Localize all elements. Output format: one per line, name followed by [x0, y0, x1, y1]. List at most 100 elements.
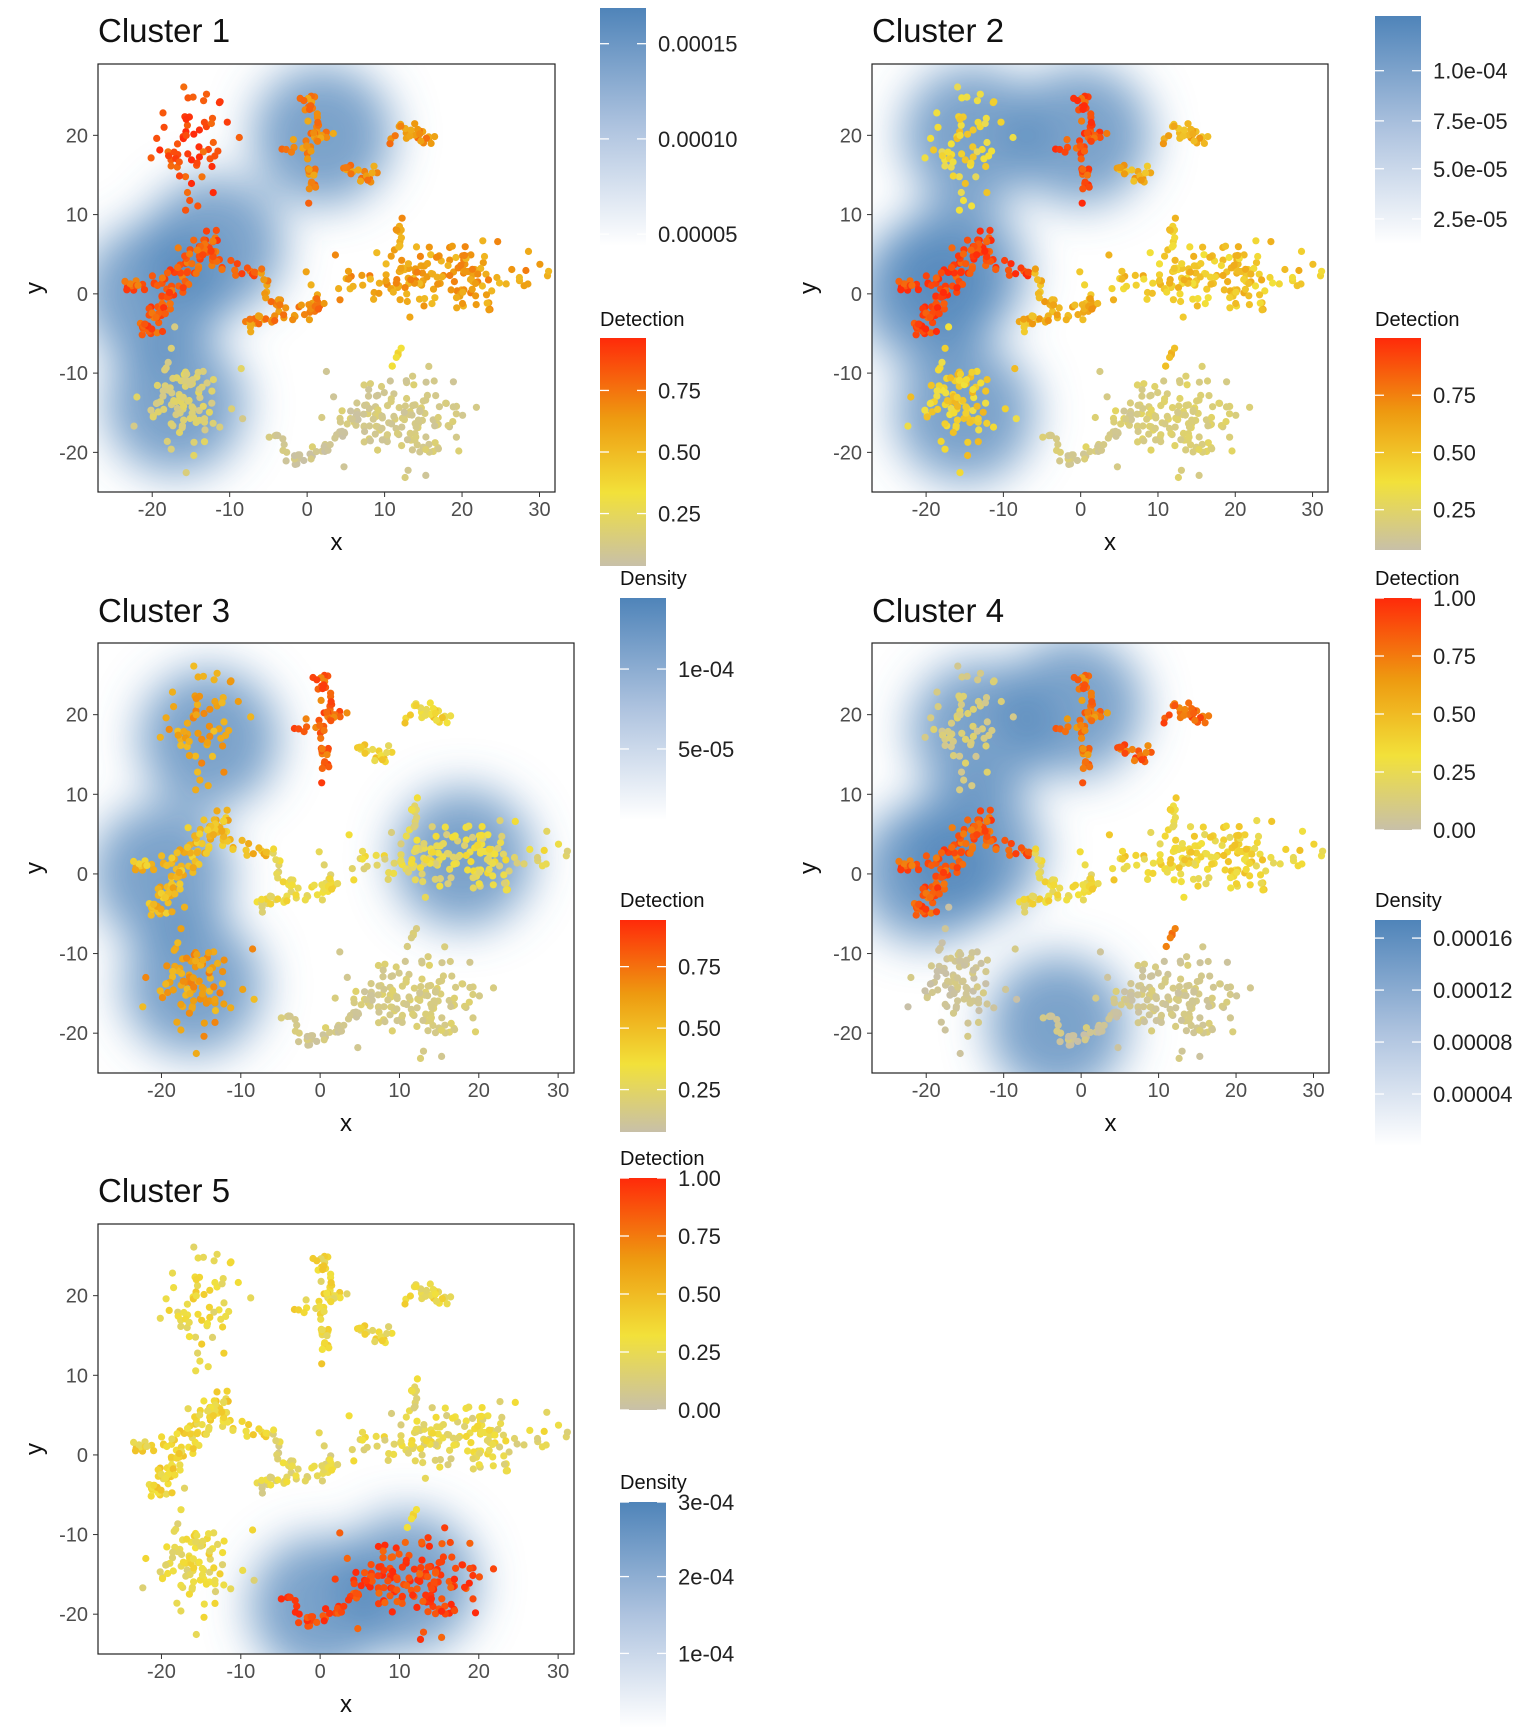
scatter-point — [1156, 856, 1164, 865]
scatter-point — [175, 1449, 183, 1458]
scatter-point — [524, 247, 533, 255]
scatter-point — [169, 967, 177, 975]
scatter-point — [175, 868, 183, 877]
scatter-point — [195, 153, 203, 161]
scatter-point — [205, 408, 213, 416]
legend-label: 0.25 — [1433, 498, 1476, 523]
scatter-point — [183, 954, 191, 962]
scatter-point — [185, 737, 193, 746]
scatter-point — [366, 380, 374, 388]
scatter-point — [1190, 137, 1198, 145]
scatter-point — [1183, 982, 1191, 990]
scatter-point — [1232, 299, 1240, 308]
scatter-point — [1001, 256, 1009, 265]
legend-label: 2e-04 — [678, 1565, 734, 1590]
scatter-point — [200, 1600, 208, 1608]
scatter-point — [461, 1002, 469, 1010]
scatter-point — [988, 147, 996, 155]
scatter-point — [1056, 884, 1064, 892]
scatter-point — [1139, 422, 1147, 430]
scatter-point — [328, 885, 336, 893]
scatter-point — [1204, 957, 1212, 966]
scatter-point — [395, 969, 403, 977]
scatter-point — [494, 1425, 502, 1434]
scatter-point — [1166, 226, 1174, 234]
scatter-point — [448, 1553, 456, 1561]
scatter-point — [272, 856, 280, 864]
scatter-point — [1191, 716, 1199, 724]
scatter-point — [923, 994, 931, 1002]
scatter-point — [489, 1462, 497, 1470]
scatter-point — [1199, 823, 1207, 831]
scatter-point — [142, 1554, 150, 1563]
scatter-point — [323, 708, 331, 716]
scatter-point — [195, 1441, 203, 1449]
scatter-point — [1055, 304, 1063, 312]
scatter-point — [354, 1625, 362, 1633]
scatter-point — [416, 996, 424, 1005]
scatter-point — [190, 1578, 198, 1586]
scatter-point — [479, 259, 487, 267]
scatter-point — [204, 782, 212, 790]
scatter-point — [1078, 199, 1086, 207]
scatter-point — [410, 984, 418, 992]
scatter-point — [472, 301, 480, 309]
scatter-point — [348, 865, 356, 873]
scatter-point — [358, 847, 367, 855]
scatter-point — [418, 957, 426, 965]
scatter-point — [956, 131, 964, 139]
scatter-point — [1130, 177, 1138, 185]
scatter-point — [211, 1599, 219, 1607]
scatter-point — [953, 402, 962, 410]
scatter-point — [367, 1561, 375, 1569]
scatter-point — [1134, 1003, 1142, 1011]
scatter-point — [956, 786, 964, 794]
scatter-point — [950, 269, 958, 277]
scatter-point — [426, 699, 434, 707]
scatter-point — [283, 1478, 291, 1486]
scatter-point — [972, 173, 980, 181]
scatter-point — [1149, 279, 1157, 287]
scatter-point — [1206, 972, 1214, 980]
scatter-point — [1253, 817, 1261, 825]
scatter-point — [204, 1407, 212, 1415]
scatter-point — [468, 265, 476, 273]
scatter-point — [430, 1578, 438, 1586]
scatter-point — [130, 857, 138, 866]
scatter-point — [274, 1455, 282, 1463]
scatter-point — [956, 957, 964, 965]
scatter-point — [1094, 880, 1102, 888]
legend-label: 0.50 — [678, 1282, 721, 1307]
scatter-point — [214, 1540, 222, 1548]
scatter-point — [444, 880, 452, 888]
scatter-point — [1240, 855, 1249, 864]
scatter-point — [1247, 270, 1255, 278]
scatter-point — [154, 408, 162, 416]
scatter-point — [438, 714, 446, 722]
scatter-point — [968, 368, 976, 376]
scatter-point — [428, 300, 436, 308]
scatter-point — [202, 999, 210, 1007]
scatter-point — [1074, 311, 1082, 319]
scatter-point — [935, 890, 943, 898]
scatter-point — [312, 448, 320, 456]
scatter-point — [239, 1566, 247, 1574]
scatter-point — [427, 1595, 435, 1603]
scatter-point — [166, 305, 174, 313]
scatter-point — [279, 878, 287, 886]
scatter-point — [974, 697, 983, 706]
scatter-point — [904, 422, 912, 430]
scatter-point — [542, 860, 550, 868]
scatter-point — [563, 1428, 572, 1436]
scatter-point — [467, 251, 475, 259]
scatter-point — [937, 1018, 945, 1026]
scatter-point — [1201, 300, 1209, 308]
x-tick-label: 10 — [388, 1080, 410, 1102]
legend-label: 0.00008 — [1433, 1030, 1513, 1055]
scatter-point — [1204, 294, 1212, 302]
scatter-point — [502, 280, 510, 288]
scatter-point — [961, 735, 970, 743]
scatter-point — [447, 286, 455, 294]
